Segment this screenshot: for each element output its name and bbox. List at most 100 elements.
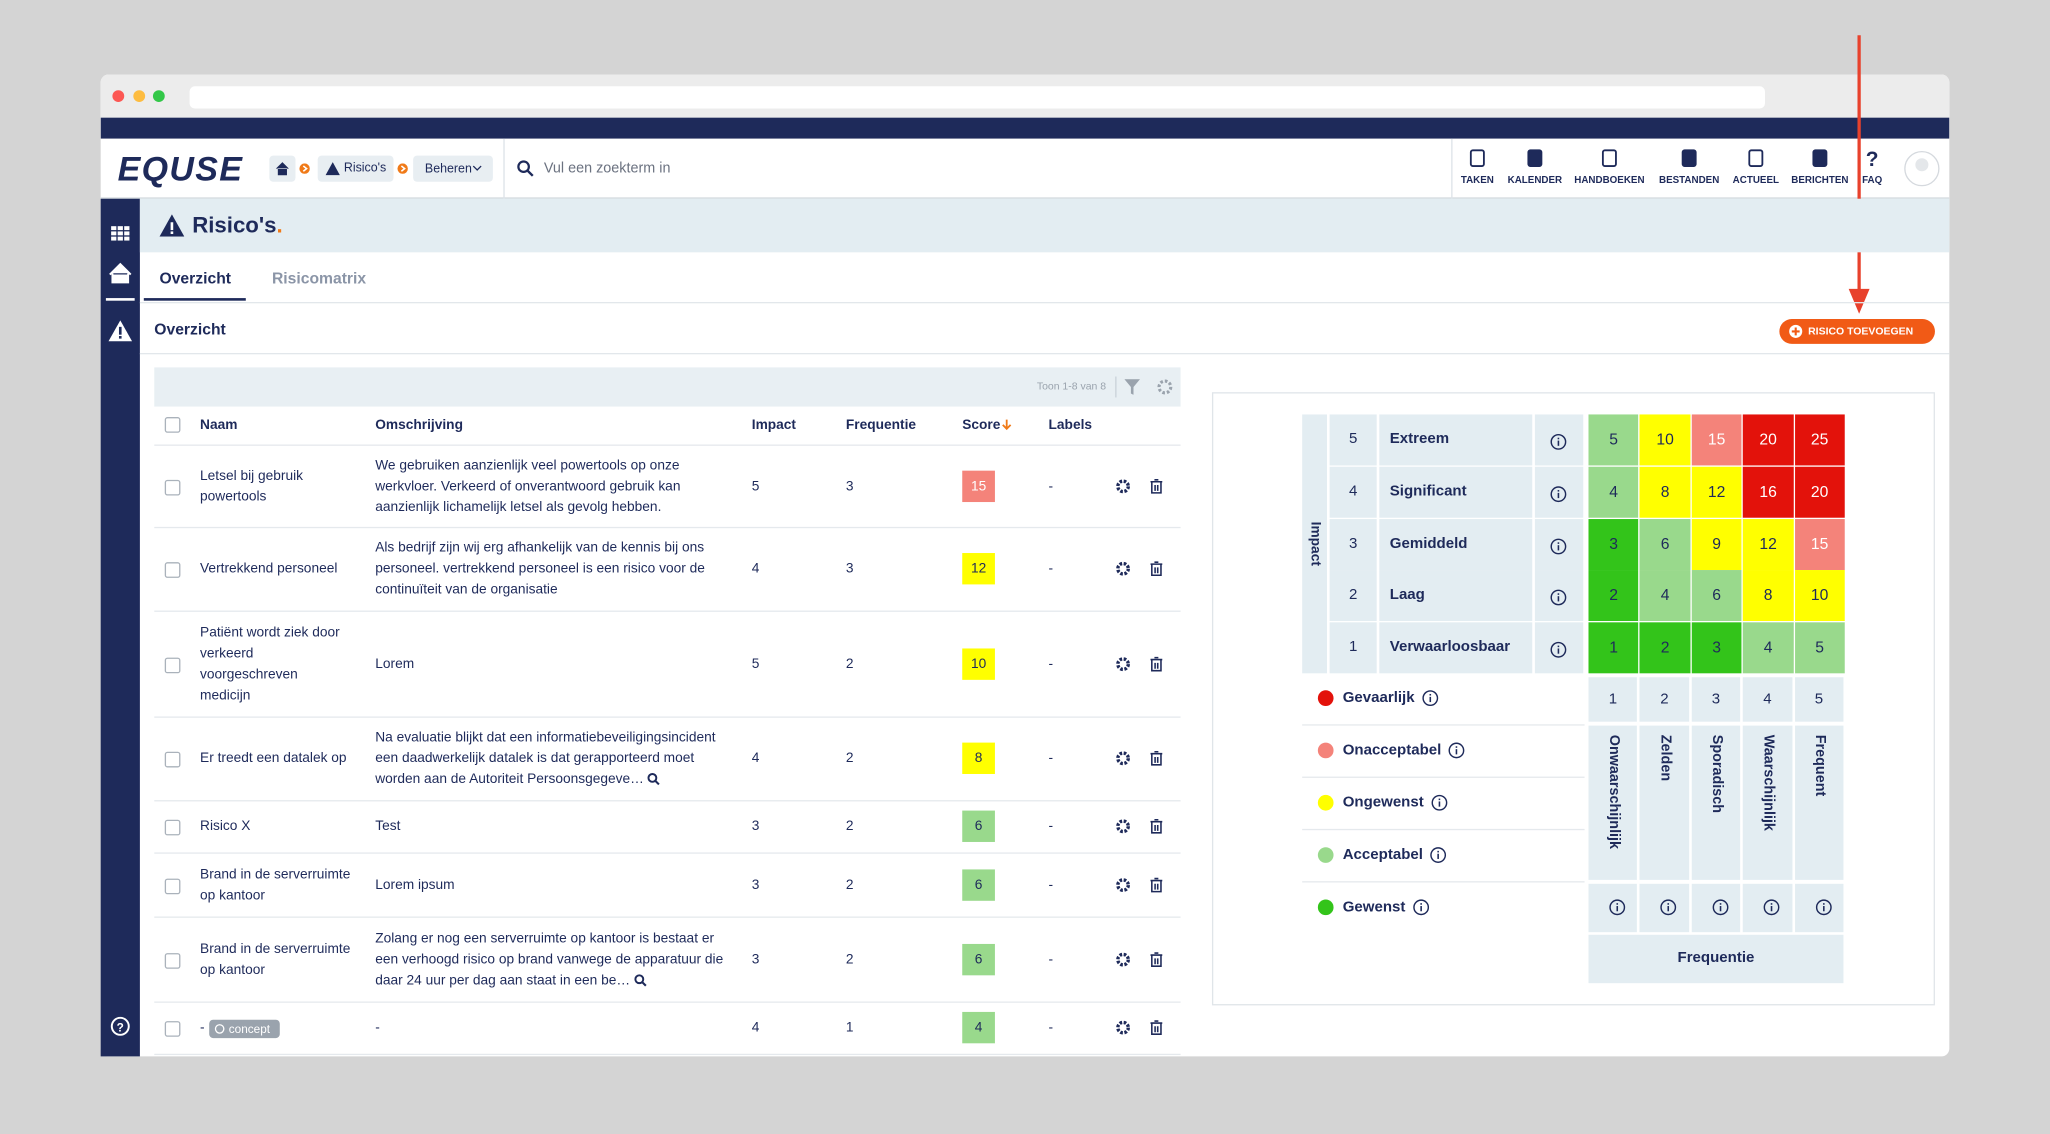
delete-icon[interactable] xyxy=(1149,951,1163,967)
nav-item[interactable]: HANDBOEKEN xyxy=(1574,173,1645,186)
breadcrumb-item[interactable]: Beheren xyxy=(424,162,472,177)
info-icon[interactable] xyxy=(1549,588,1567,606)
risk-name[interactable]: op kantoor xyxy=(200,961,265,978)
matrix-cell[interactable]: 20 xyxy=(1743,414,1794,466)
edit-icon[interactable] xyxy=(1115,478,1131,494)
delete-icon[interactable] xyxy=(1149,1020,1163,1036)
matrix-cell[interactable]: 4 xyxy=(1639,570,1691,622)
risk-name[interactable]: Brand in de serverruimte xyxy=(200,866,351,882)
edit-icon[interactable] xyxy=(1115,750,1131,766)
matrix-cell[interactable]: 5 xyxy=(1794,622,1845,674)
home-crumb[interactable] xyxy=(269,155,296,182)
nav-item[interactable]: TAKEN xyxy=(1460,173,1494,186)
info-icon[interactable] xyxy=(1549,485,1567,503)
matrix-cell[interactable]: 1 xyxy=(1588,622,1639,674)
risk-name[interactable]: Patiënt wordt ziek door xyxy=(200,624,340,640)
matrix-cell[interactable]: 8 xyxy=(1743,570,1794,622)
risk-name[interactable]: Vertrekkend personeel xyxy=(200,560,338,577)
nav-icon[interactable] xyxy=(1526,148,1544,169)
tab[interactable]: Overzicht xyxy=(159,269,232,288)
matrix-cell[interactable]: 10 xyxy=(1794,570,1845,622)
url-bar[interactable] xyxy=(189,86,1765,109)
info-icon[interactable] xyxy=(1711,898,1729,916)
expand-icon[interactable] xyxy=(648,773,661,786)
breadcrumb-item[interactable]: Risico's xyxy=(343,160,387,176)
checkbox[interactable] xyxy=(164,1021,181,1037)
info-icon[interactable] xyxy=(1608,898,1626,916)
checkbox[interactable] xyxy=(164,952,181,969)
info-icon[interactable] xyxy=(1412,898,1430,916)
expand-icon[interactable] xyxy=(634,973,647,986)
column-header[interactable]: Score xyxy=(962,417,1001,433)
checkbox[interactable] xyxy=(164,562,181,578)
matrix-cell[interactable]: 3 xyxy=(1691,622,1742,674)
delete-icon[interactable] xyxy=(1149,478,1163,494)
info-icon[interactable] xyxy=(1448,741,1466,759)
column-header[interactable]: Frequentie xyxy=(845,417,917,433)
matrix-cell[interactable]: 5 xyxy=(1588,414,1639,466)
add-button[interactable] xyxy=(1779,319,1935,344)
matrix-cell[interactable]: 15 xyxy=(1691,414,1742,466)
tab[interactable]: Risicomatrix xyxy=(271,269,367,288)
column-header[interactable]: Omschrijving xyxy=(375,417,463,433)
checkbox[interactable] xyxy=(164,877,181,894)
checkbox[interactable] xyxy=(164,751,181,768)
matrix-cell[interactable]: 15 xyxy=(1794,519,1845,571)
column-header[interactable]: Impact xyxy=(751,417,797,433)
info-icon[interactable] xyxy=(1763,898,1781,916)
matrix-cell[interactable]: 12 xyxy=(1691,466,1742,518)
risk-name[interactable]: op kantoor xyxy=(200,887,265,903)
minimize-dot[interactable] xyxy=(133,90,146,102)
info-icon[interactable] xyxy=(1421,689,1439,707)
info-icon[interactable] xyxy=(1549,537,1567,555)
matrix-cell[interactable]: 10 xyxy=(1639,414,1691,466)
maximize-dot[interactable] xyxy=(152,90,165,102)
risk-name[interactable]: - xyxy=(200,1019,205,1036)
checkbox[interactable] xyxy=(164,656,181,673)
column-header[interactable]: Labels xyxy=(1048,417,1093,433)
filter-icon[interactable] xyxy=(1124,379,1141,395)
risk-name[interactable]: powertools xyxy=(200,488,267,505)
checkbox[interactable] xyxy=(164,479,181,495)
edit-icon[interactable] xyxy=(1115,561,1131,577)
apps-icon[interactable] xyxy=(111,226,130,241)
edit-icon[interactable] xyxy=(1115,1020,1131,1036)
nav-icon[interactable] xyxy=(1600,148,1618,169)
info-icon[interactable] xyxy=(1660,898,1678,916)
risk-name[interactable]: Letsel bij gebruik xyxy=(200,467,304,484)
checkbox[interactable] xyxy=(164,417,181,433)
matrix-cell[interactable]: 4 xyxy=(1588,466,1639,518)
matrix-cell[interactable]: 8 xyxy=(1639,466,1691,518)
nav-item[interactable]: BERICHTEN xyxy=(1791,173,1849,186)
risk-name[interactable]: voorgeschreven xyxy=(200,666,298,682)
add-button-label[interactable]: RISICO TOEVOEGEN xyxy=(1808,325,1914,338)
delete-icon[interactable] xyxy=(1149,561,1163,577)
nav-icon[interactable] xyxy=(1680,148,1698,169)
edit-icon[interactable] xyxy=(1115,951,1131,967)
info-icon[interactable] xyxy=(1549,641,1567,659)
info-icon[interactable] xyxy=(1430,794,1448,812)
matrix-cell[interactable]: 4 xyxy=(1743,622,1794,674)
search-input[interactable]: Vul een zoekterm in xyxy=(543,160,671,177)
matrix-cell[interactable]: 25 xyxy=(1794,414,1845,466)
close-dot[interactable] xyxy=(112,90,125,102)
checkbox[interactable] xyxy=(164,819,181,836)
risk-name[interactable]: medicijn xyxy=(200,687,251,703)
risk-name[interactable]: Brand in de serverruimte xyxy=(200,940,351,957)
nav-icon[interactable] xyxy=(1811,148,1829,169)
matrix-cell[interactable]: 9 xyxy=(1691,519,1742,571)
nav-icon[interactable] xyxy=(1468,148,1486,169)
home-icon[interactable] xyxy=(109,262,132,284)
matrix-cell[interactable]: 6 xyxy=(1691,570,1742,622)
info-icon[interactable] xyxy=(1549,433,1567,451)
delete-icon[interactable] xyxy=(1149,818,1163,834)
matrix-cell[interactable]: 6 xyxy=(1639,519,1691,571)
avatar[interactable] xyxy=(1904,150,1941,187)
settings-icon[interactable] xyxy=(1157,379,1173,395)
nav-item[interactable]: KALENDER xyxy=(1507,173,1563,186)
edit-icon[interactable] xyxy=(1115,656,1131,672)
edit-icon[interactable] xyxy=(1115,818,1131,834)
matrix-cell[interactable]: 20 xyxy=(1794,466,1845,518)
matrix-cell[interactable]: 2 xyxy=(1639,622,1691,674)
crumb-bg[interactable] xyxy=(413,155,493,182)
